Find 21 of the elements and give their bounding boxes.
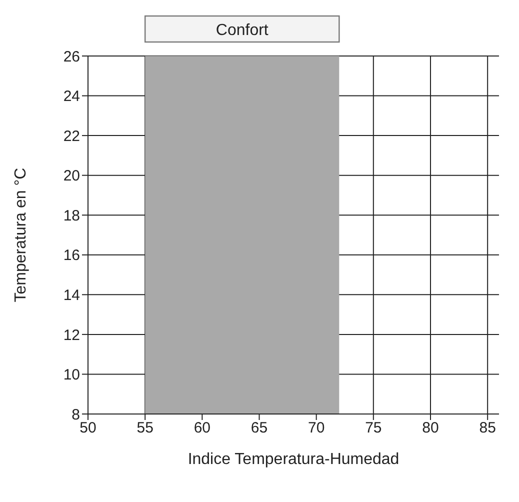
y-tick-label: 18 (63, 207, 80, 224)
x-tick-label: 55 (136, 420, 154, 437)
x-tick-label: 65 (250, 420, 268, 437)
x-tick-label: 75 (365, 420, 382, 437)
x-tick-label: 70 (308, 420, 325, 437)
y-tick-label: 20 (63, 168, 80, 185)
y-tick-label: 14 (63, 286, 80, 304)
y-tick-label: 16 (63, 247, 80, 264)
y-tick-label: 24 (63, 88, 80, 106)
series-label: Confort (216, 22, 269, 39)
x-tick-label: 85 (479, 420, 496, 437)
y-tick-label: 26 (63, 48, 80, 66)
y-tick-label: 12 (63, 326, 80, 344)
y-tick-label: 22 (63, 128, 80, 145)
y-tick-label: 8 (72, 406, 80, 424)
x-axis-title: Indice Temperatura-Humedad (188, 451, 400, 468)
y-tick-label: 10 (63, 366, 80, 384)
x-tick-label: 50 (80, 420, 96, 437)
y-axis-title: Temperatura en °C (12, 168, 30, 302)
x-tick-label: 60 (194, 420, 211, 437)
x-tick-label: 80 (422, 420, 439, 437)
